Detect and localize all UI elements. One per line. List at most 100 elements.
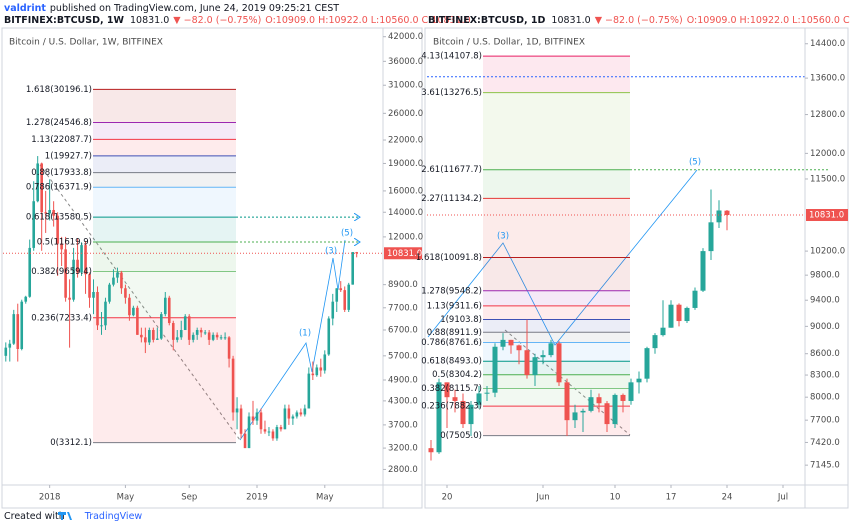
brand[interactable]: TradingView xyxy=(84,511,143,522)
candle-body xyxy=(275,427,279,439)
fib-label: 0.786(8761.6) xyxy=(421,338,482,348)
symbol-header: BITFINEX:BTCUSD, 1D 10831.0 ▼ −82.0 (−0.75… xyxy=(428,15,850,26)
candle-body xyxy=(108,284,111,302)
legend-bg xyxy=(7,35,147,48)
candle-body xyxy=(179,330,183,338)
candle-body xyxy=(40,163,43,213)
candle-body xyxy=(156,338,159,340)
fib-band xyxy=(93,122,236,140)
fib-band xyxy=(93,187,236,218)
candle-body xyxy=(140,334,143,338)
y-tick-label: 36000.0 xyxy=(388,57,423,67)
candle-body xyxy=(291,416,295,419)
candle-body xyxy=(136,307,139,335)
candle-body xyxy=(92,291,95,298)
candle-body xyxy=(323,354,327,371)
last-price: 10831.0 xyxy=(130,15,169,26)
y-tick-label: 14400.0 xyxy=(810,39,845,49)
candle-body xyxy=(16,314,20,349)
candle-body xyxy=(452,397,458,401)
created-with: Created with xyxy=(4,511,65,522)
fib-band xyxy=(93,317,236,443)
candle-body xyxy=(227,337,231,359)
y-tick-label: 10200.0 xyxy=(810,247,845,257)
candle-body xyxy=(76,259,79,273)
candle-body xyxy=(652,335,658,349)
fib-band xyxy=(93,242,236,272)
candle-body xyxy=(540,355,546,358)
candle-body xyxy=(251,416,255,421)
y-tick-label: 14000.0 xyxy=(388,208,423,218)
candle-body xyxy=(628,382,634,401)
brand-logo xyxy=(58,512,72,520)
candle-body xyxy=(572,412,578,421)
y-tick-label: 16000.0 xyxy=(388,186,423,196)
fib-band xyxy=(93,217,236,243)
y-tick-label: 9400.0 xyxy=(810,296,840,306)
candle-body xyxy=(120,272,123,289)
ohlc: O:10909.0 H:10922.0 L:10560.0 C:10831.0 xyxy=(265,15,470,26)
fib-label: 1.13(9311.6) xyxy=(427,301,482,311)
candle-body xyxy=(351,252,354,285)
fib-label: 2.61(11677.7) xyxy=(421,165,482,175)
x-tick-label: Sep xyxy=(181,493,197,503)
y-tick-label: 4300.0 xyxy=(388,396,418,406)
fib-band xyxy=(93,139,236,156)
candle-body xyxy=(160,314,163,339)
price-change: ▼ −82.0 (−0.75%) xyxy=(595,15,683,26)
y-tick-label: 7420.0 xyxy=(810,438,840,448)
fib-label: 3.61(13276.5) xyxy=(421,88,482,98)
candle-body xyxy=(588,397,594,411)
candle-body xyxy=(104,301,107,326)
candle-body xyxy=(132,307,135,316)
candle-body xyxy=(44,212,47,214)
candle-body xyxy=(700,251,706,291)
y-tick-label: 8000.0 xyxy=(810,393,840,403)
candle-body xyxy=(468,404,474,425)
candle-body xyxy=(460,400,466,425)
fib-label: 1.278(9548.2) xyxy=(421,286,482,296)
candle-body xyxy=(64,249,67,298)
fib-label: 1(9103.8) xyxy=(440,315,482,325)
candle-body xyxy=(183,316,187,331)
candle-body xyxy=(636,378,642,383)
candle-body xyxy=(556,343,562,383)
y-tick-label: 19000.0 xyxy=(388,159,423,169)
y-tick-label: 2800.0 xyxy=(388,465,418,475)
candle-body xyxy=(620,394,626,401)
candle-body xyxy=(492,346,498,393)
candle-body xyxy=(80,245,83,273)
fib-band xyxy=(93,89,236,123)
fib-label: 1.618(10091.8) xyxy=(416,253,482,263)
candle-body xyxy=(283,408,287,430)
candle-body xyxy=(148,330,151,343)
candle-body xyxy=(24,296,28,302)
fib-label: 0.88(8911.9) xyxy=(427,328,482,338)
symbol: BITFINEX:BTCUSD, 1W xyxy=(4,15,125,26)
x-tick-label: May xyxy=(316,493,334,503)
author[interactable]: valdrint xyxy=(4,3,46,14)
fib-label: 1(19927.7) xyxy=(45,151,92,161)
wave-label: (1) xyxy=(299,329,311,339)
fib-label: 0.618(13580.5) xyxy=(26,213,92,223)
fib-label: 0.236(7233.4) xyxy=(31,313,92,323)
candle-body xyxy=(243,433,247,449)
x-tick-label: Jun xyxy=(535,493,549,503)
fib-band xyxy=(483,257,630,291)
wave-line xyxy=(239,239,346,441)
candle-body xyxy=(4,347,8,356)
candle-body xyxy=(88,274,91,298)
candle-body xyxy=(171,323,175,340)
price-tag xyxy=(384,247,422,260)
wave-label: (3) xyxy=(325,247,337,257)
candle-body xyxy=(444,382,450,398)
candle-body xyxy=(516,345,522,351)
candle-body xyxy=(307,373,311,409)
y-tick-label: 5700.0 xyxy=(388,351,418,361)
fib-label: 1.618(30196.1) xyxy=(26,85,92,95)
y-tick-label: 6700.0 xyxy=(388,326,418,336)
candle-body xyxy=(355,252,358,254)
y-tick-label: 12800.0 xyxy=(810,110,845,120)
candle-body xyxy=(223,337,227,339)
candle-body xyxy=(36,163,39,202)
